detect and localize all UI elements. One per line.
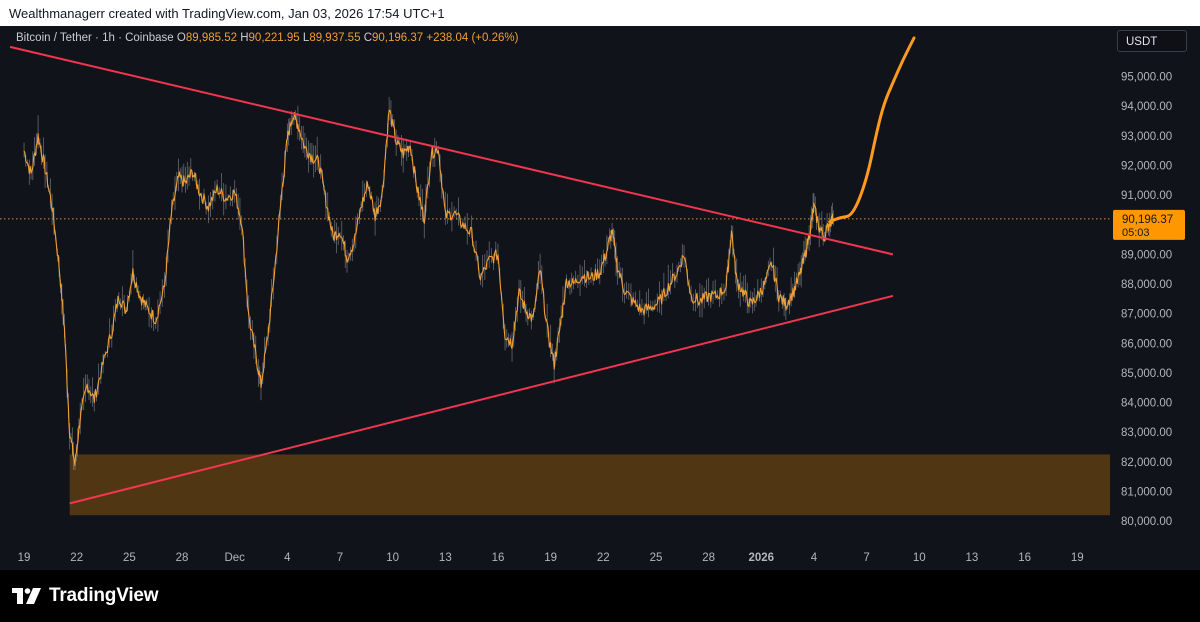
y-tick-label: 86,000.00: [1121, 338, 1172, 350]
symbol-name: Bitcoin / Tether · 1h · Coinbase: [16, 32, 174, 44]
x-tick-label: 4: [284, 552, 291, 564]
price-chart-svg[interactable]: 80,000.00 81,000.00 82,000.00 83,000.00 84,0…: [0, 26, 1200, 570]
y-tick-label: 91,000.00: [1121, 190, 1172, 202]
low-label: L: [302, 32, 310, 44]
support-zone: [69, 454, 1111, 516]
y-tick-label: 82,000.00: [1121, 457, 1172, 469]
open-value: 89,985.52: [185, 32, 238, 44]
y-tick-label: 87,000.00: [1121, 309, 1172, 321]
close-label: C: [363, 32, 372, 44]
price-tag-value: 90,196.37: [1122, 214, 1173, 226]
low-value: 89,937.55: [309, 32, 361, 44]
y-tick-label: 81,000.00: [1121, 487, 1172, 499]
x-tick-label: Dec: [224, 552, 245, 564]
x-tick-label: 10: [913, 552, 926, 564]
chart-area[interactable]: 80,000.00 81,000.00 82,000.00 83,000.00 84,0…: [0, 26, 1200, 570]
y-tick-label: 88,000.00: [1121, 279, 1172, 291]
footer: TradingView: [0, 570, 1200, 622]
attribution-text: Wealthmanagerr created with TradingView.…: [9, 6, 445, 21]
x-tick-label: 19: [1071, 552, 1084, 564]
x-tick-label: 10: [386, 552, 399, 564]
x-tick-label: 16: [492, 552, 505, 564]
upper-trendline: [9, 45, 894, 256]
y-tick-label: 93,000.00: [1121, 131, 1172, 143]
x-tick-label: 7: [337, 552, 343, 564]
x-tick-label: 22: [597, 552, 610, 564]
lower-trendline: [69, 294, 894, 505]
price-tag: [1113, 209, 1185, 240]
y-tick-label: 95,000.00: [1121, 72, 1172, 84]
y-tick-label: 83,000.00: [1121, 427, 1172, 439]
y-tick-label: 85,000.00: [1121, 368, 1172, 380]
y-tick-label: 94,000.00: [1121, 101, 1172, 113]
tradingview-logo-icon: [12, 588, 41, 604]
x-tick-label: 28: [176, 552, 189, 564]
x-tick-label: 13: [439, 552, 452, 564]
projection-curve: [828, 36, 916, 224]
x-tick-label: 19: [18, 552, 31, 564]
y-tick-label: 84,000.00: [1121, 398, 1172, 410]
attribution-bar: Wealthmanagerr created with TradingView.…: [0, 0, 1200, 26]
x-tick-label: 25: [650, 552, 663, 564]
x-tick-label: 2026: [748, 552, 774, 564]
y-tick-label: 92,000.00: [1121, 160, 1172, 172]
high-label: H: [240, 32, 249, 44]
high-value: 90,221.95: [248, 32, 300, 44]
x-tick-label: 28: [702, 552, 715, 564]
x-tick-label: 13: [966, 552, 979, 564]
x-tick-label: 25: [123, 552, 136, 564]
symbol-legend: Bitcoin / Tether · 1h · Coinbase O89,985…: [16, 32, 518, 44]
x-tick-label: 22: [70, 552, 83, 564]
open-label: O: [176, 32, 186, 44]
price-series-line: [23, 109, 834, 467]
close-value: 90,196.37: [372, 32, 424, 44]
currency-selector[interactable]: USDT: [1117, 30, 1187, 52]
tradingview-logo: TradingView: [12, 585, 159, 607]
x-tick-label: 4: [811, 552, 818, 564]
y-tick-label: 89,000.00: [1121, 249, 1172, 261]
x-tick-label: 7: [863, 552, 869, 564]
x-tick-label: 16: [1018, 552, 1031, 564]
x-tick-label: 19: [544, 552, 557, 564]
y-tick-label: 80,000.00: [1121, 516, 1172, 528]
price-tag-countdown: 05:03: [1122, 227, 1150, 239]
change-value: +238.04 (+0.26%): [426, 32, 519, 44]
brand-name: TradingView: [49, 585, 159, 606]
